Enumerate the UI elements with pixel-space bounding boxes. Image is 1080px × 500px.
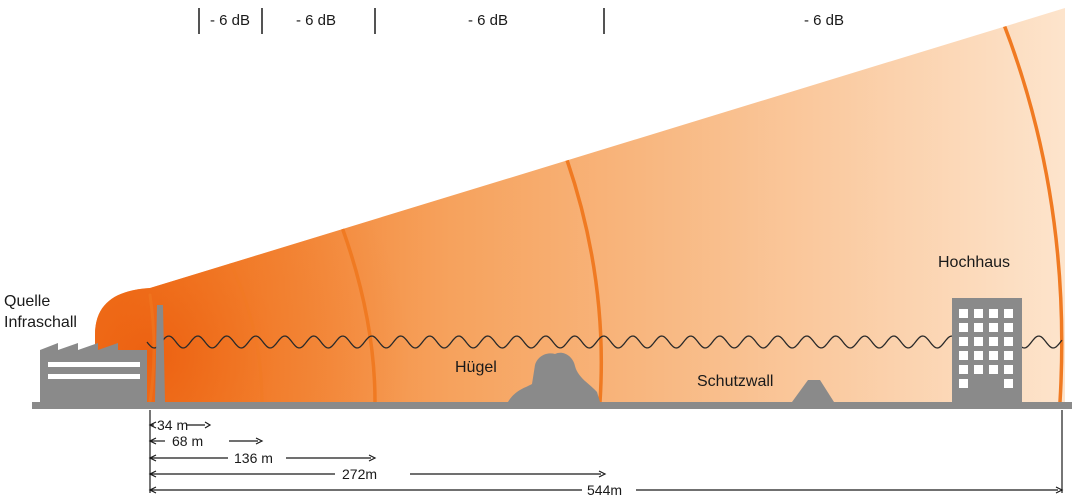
building-window [974,323,983,332]
infrasound-wave [146,335,1063,349]
db-step-label: - 6 dB [210,12,250,29]
wavefront-68m [228,260,264,402]
building-window [1004,309,1013,318]
hill-icon [508,352,600,402]
distance-ruler [148,410,1064,494]
building-window [974,365,983,374]
chimney-icon [155,305,165,402]
building-window [1004,337,1013,346]
building-window [959,365,968,374]
building-window [989,365,998,374]
source-label-line1: Quelle [4,293,50,310]
wavefront-544m [1001,20,1064,402]
ground-line [32,402,1072,409]
building-window [1004,379,1013,388]
building-window [974,309,983,318]
wavefront-272m [565,158,604,402]
db-step-label: - 6 dB [804,12,844,29]
building-window [989,309,998,318]
building-window [974,351,983,360]
distance-label-136m: 136 m [234,450,273,466]
building-window [959,351,968,360]
source-label-line2: Infraschall [4,314,77,331]
building-window [1004,365,1013,374]
distance-label-34m: 34 m [157,417,188,433]
building-window [959,379,968,388]
building-window [1004,323,1013,332]
building-window [989,351,998,360]
db-ruler [198,8,605,34]
hill-label: Hügel [455,359,497,376]
building-label: Hochhaus [938,254,1010,271]
protective-wall-icon [792,380,834,402]
db-step-label: - 6 dB [296,12,336,29]
db-step-label: - 6 dB [468,12,508,29]
high-rise-icon [952,298,1022,402]
building-window [989,337,998,346]
wall-label: Schutzwall [697,373,773,390]
building-window [974,337,983,346]
wavefront-34m [148,293,156,402]
wavefront-136m [341,228,377,402]
distance-label-272m: 272m [342,466,377,482]
building-window [1004,351,1013,360]
building-window [989,323,998,332]
building-window [959,337,968,346]
distance-label-68m: 68 m [172,433,203,449]
building-window [959,309,968,318]
building-window [959,323,968,332]
distance-label-544m: 544m [587,482,622,498]
factory-icon [40,343,147,402]
